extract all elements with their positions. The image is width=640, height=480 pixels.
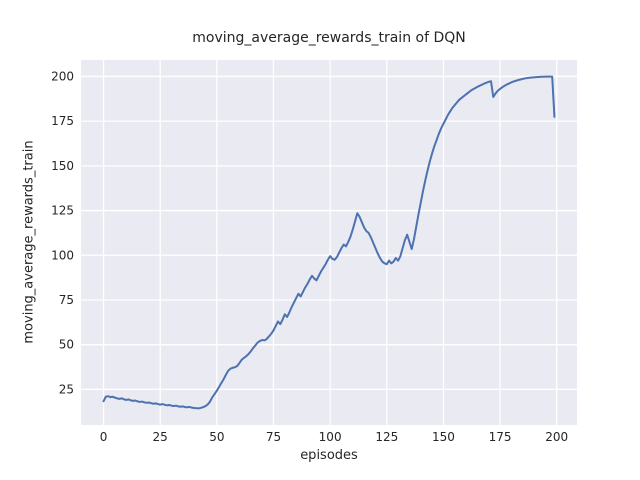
y-tick-label: 200 — [51, 69, 74, 83]
y-tick-label: 150 — [51, 159, 74, 173]
y-tick-label: 100 — [51, 248, 74, 262]
x-tick-label: 200 — [545, 430, 568, 444]
x-tick-label: 0 — [100, 430, 108, 444]
x-tick-label: 175 — [489, 430, 512, 444]
x-tick-label: 75 — [266, 430, 281, 444]
x-tick-label: 100 — [319, 430, 342, 444]
x-axis-label: episodes — [300, 448, 358, 463]
x-tick-label: 25 — [153, 430, 168, 444]
x-tick-label: 150 — [432, 430, 455, 444]
y-tick-label: 75 — [59, 293, 74, 307]
y-tick-label: 125 — [51, 204, 74, 218]
y-tick-label: 50 — [59, 338, 74, 352]
plot-background — [81, 60, 577, 425]
x-tick-label: 50 — [209, 430, 224, 444]
x-tick-label: 125 — [375, 430, 398, 444]
y-axis-label: moving_average_rewards_train — [21, 140, 37, 344]
y-tick-label: 175 — [51, 114, 74, 128]
series-line — [102, 75, 556, 410]
y-tick-label: 25 — [59, 382, 74, 396]
chart-title: moving_average_rewards_train of DQN — [192, 30, 466, 46]
